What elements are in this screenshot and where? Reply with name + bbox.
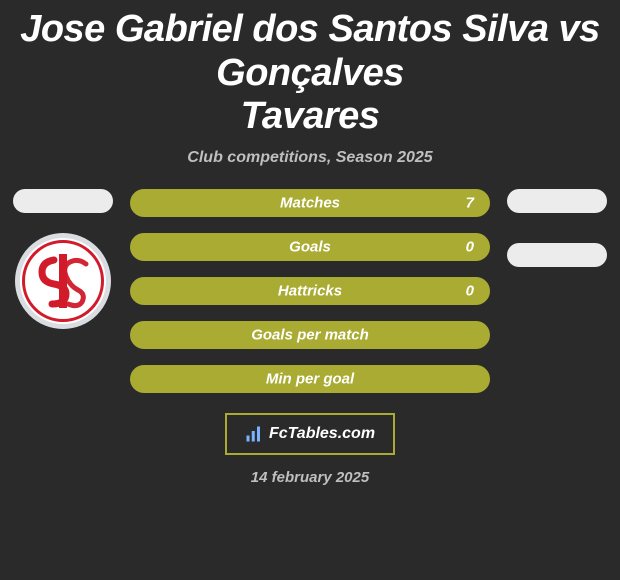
footer-attribution: FcTables.com: [225, 413, 395, 455]
club-logo-internacional: [15, 233, 111, 329]
stat-row-hattricks: Hattricks 0: [130, 277, 490, 305]
title-line-1: Jose Gabriel dos Santos Silva vs Gonçalv…: [20, 8, 600, 94]
stat-rows: Matches 7 Goals 0 Hattricks 0 Goals per match M…: [130, 185, 490, 393]
stat-value: 7: [466, 195, 474, 212]
footer-text: FcTables.com: [269, 425, 375, 443]
left-player-column: [8, 185, 118, 329]
stat-row-matches: Matches 7: [130, 189, 490, 217]
logo-inner-ring: [22, 240, 104, 322]
title-line-2: Tavares: [241, 95, 380, 137]
stat-row-min-per-goal: Min per goal: [130, 365, 490, 393]
stat-value: 0: [466, 239, 474, 256]
stat-row-goals: Goals 0: [130, 233, 490, 261]
comparison-content: Matches 7 Goals 0 Hattricks 0 Goals per match M…: [0, 185, 620, 393]
right-player-column: [502, 185, 612, 267]
date-line: 14 february 2025: [0, 469, 620, 486]
stat-row-goals-per-match: Goals per match: [130, 321, 490, 349]
stat-label: Matches: [280, 195, 340, 212]
stat-label: Hattricks: [278, 283, 342, 300]
right-blank-pill-1: [507, 189, 607, 213]
subtitle: Club competitions, Season 2025: [0, 149, 620, 167]
page-title: Jose Gabriel dos Santos Silva vs Gonçalv…: [0, 0, 620, 139]
left-blank-pill: [13, 189, 113, 213]
stat-label: Goals: [289, 239, 331, 256]
right-blank-pill-2: [507, 243, 607, 267]
stat-label: Goals per match: [251, 327, 369, 344]
stat-value: 0: [466, 283, 474, 300]
bar-chart-icon: [245, 425, 263, 443]
stat-label: Min per goal: [266, 371, 354, 388]
